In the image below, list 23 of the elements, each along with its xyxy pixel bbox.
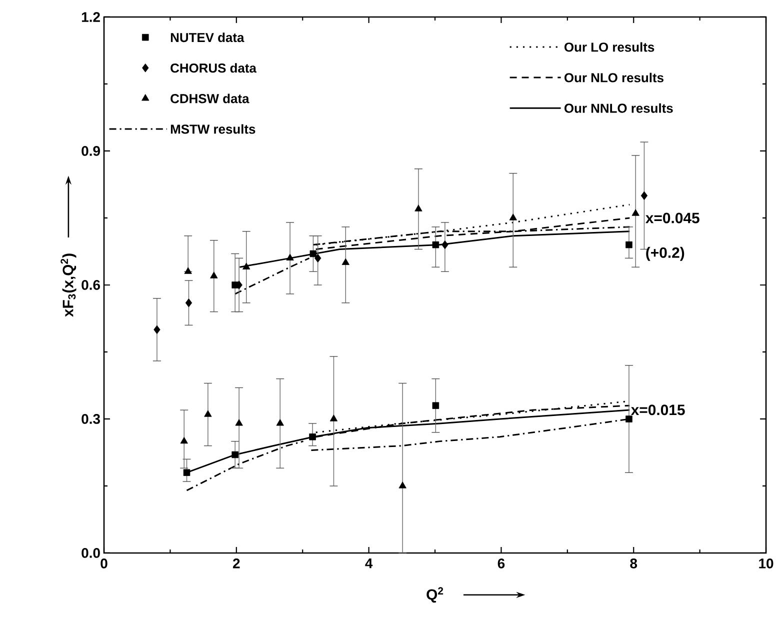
legend-label: NUTEV data	[170, 32, 244, 42]
x-axis-title: Q$^{2}$	[426, 587, 444, 603]
x-tick-label: 0	[100, 558, 108, 568]
y-tick-label: 0.0	[82, 548, 100, 558]
y-tick-label: 1.2	[82, 12, 100, 22]
x-tick-label: 10	[759, 558, 774, 568]
x-tick-label: 6	[498, 558, 505, 568]
legend-label: Our NNLO results	[564, 103, 673, 113]
y-tick-label: 0.9	[82, 146, 100, 156]
annotation: (+0.2)	[646, 246, 684, 261]
x-tick-label: 4	[365, 558, 373, 568]
annotation: x=0.015	[630, 404, 685, 416]
legend-label: CDHSW data	[170, 94, 250, 104]
x-tick-label: 2	[233, 558, 240, 568]
annotation: x=0.045	[646, 212, 700, 224]
y-tick-label: 0.3	[82, 414, 100, 424]
legend-label: Our NLO results	[564, 72, 664, 82]
legend-label: CHORUS data	[170, 63, 256, 73]
legend-label: MSTW results	[170, 124, 256, 134]
x-tick-label: 8	[630, 558, 638, 568]
y-tick-label: 0.6	[82, 280, 100, 290]
legend-label: Our LO results	[564, 42, 654, 52]
y-axis-title: xF$_{3}$(x,Q$^{2}$)	[60, 254, 76, 317]
